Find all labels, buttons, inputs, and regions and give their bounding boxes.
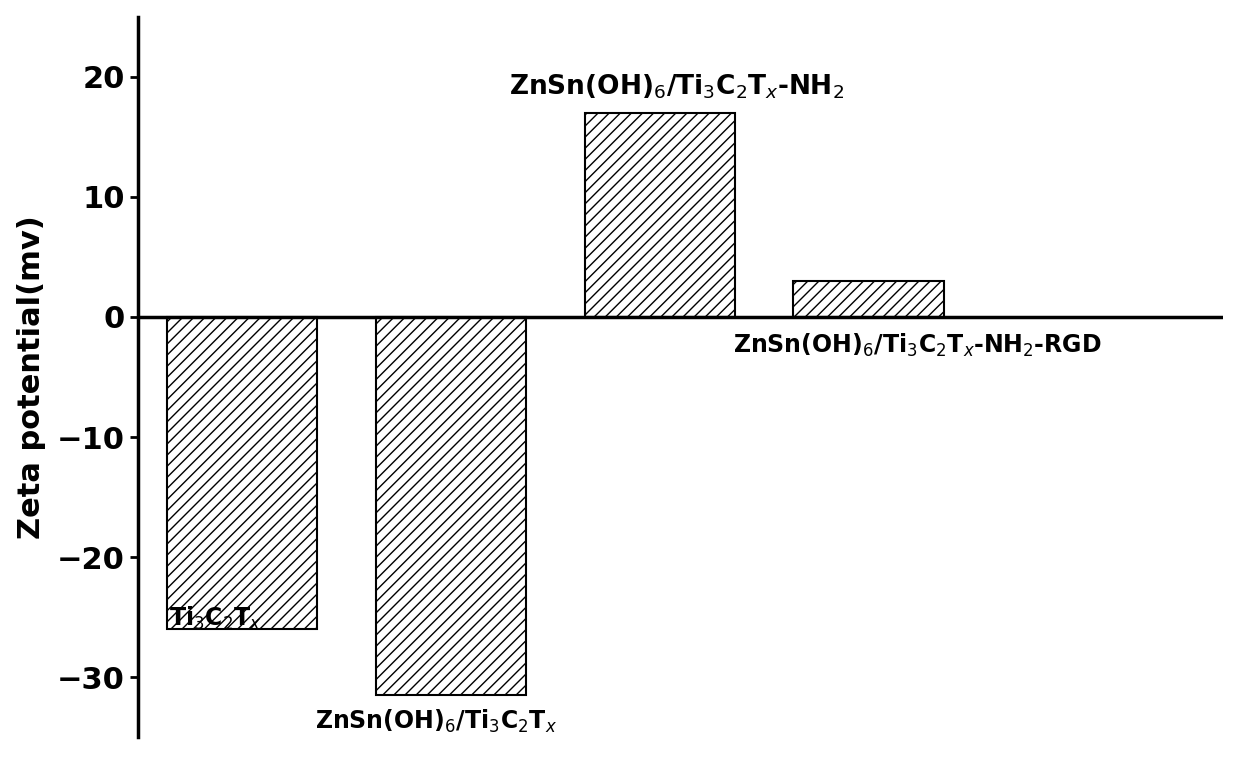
Text: ZnSn(OH)$_6$/Ti$_3$C$_2$T$_x$: ZnSn(OH)$_6$/Ti$_3$C$_2$T$_x$ — [315, 707, 558, 734]
Y-axis label: Zeta potential(mv): Zeta potential(mv) — [16, 215, 46, 539]
Text: Ti$_3$C$_2$T$_x$: Ti$_3$C$_2$T$_x$ — [170, 606, 262, 633]
Text: ZnSn(OH)$_6$/Ti$_3$C$_2$T$_x$-NH$_2$: ZnSn(OH)$_6$/Ti$_3$C$_2$T$_x$-NH$_2$ — [510, 72, 844, 101]
Bar — [376, 317, 526, 696]
Bar — [794, 281, 944, 317]
Bar — [167, 317, 317, 629]
Bar — [584, 113, 735, 317]
Text: ZnSn(OH)$_6$/Ti$_3$C$_2$T$_x$-NH$_2$-RGD: ZnSn(OH)$_6$/Ti$_3$C$_2$T$_x$-NH$_2$-RGD — [733, 332, 1101, 359]
